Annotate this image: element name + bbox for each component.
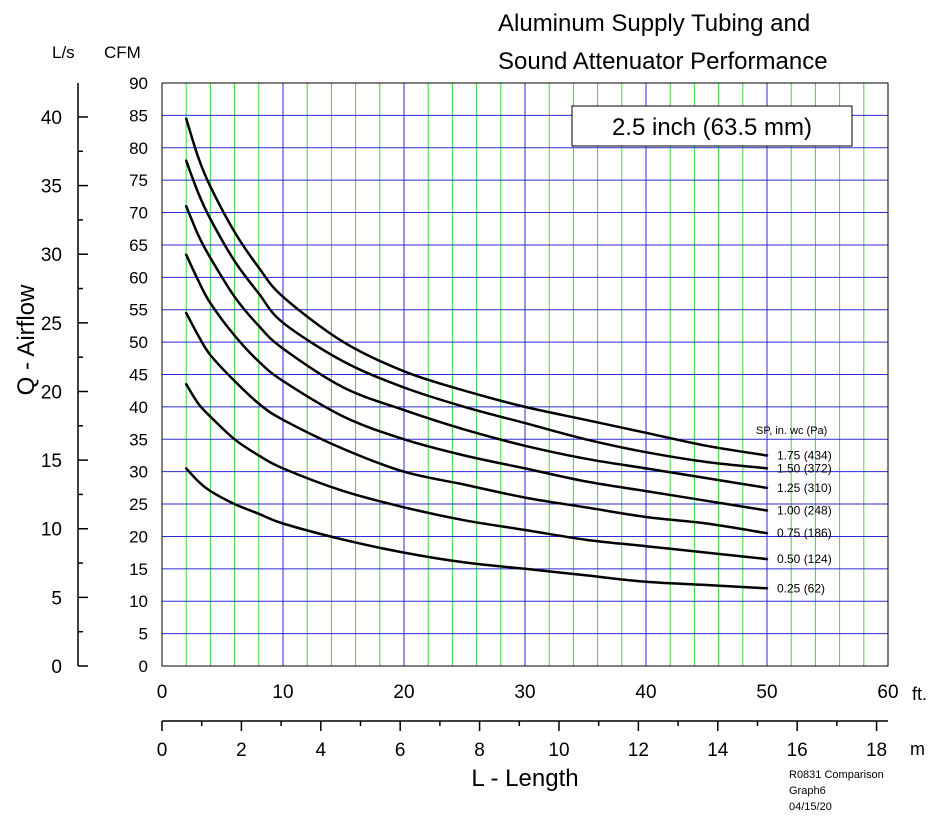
series-label: 0.50 (124): [777, 552, 832, 566]
x-axis-title: L - Length: [471, 765, 578, 792]
series-line: [184, 204, 769, 490]
series-line: [184, 159, 769, 470]
grid-lines: [162, 83, 888, 666]
y-tick-label-ls: 5: [51, 588, 62, 609]
x-tick-label-m: 8: [474, 740, 485, 761]
series-label: 1.50 (372): [777, 461, 832, 475]
y-axis-title: Q - Airflow: [13, 284, 40, 395]
x-tick-label-m: 10: [548, 740, 569, 761]
size-box: [571, 105, 853, 147]
x-tick-label-ft: 30: [514, 682, 535, 703]
curves: 1.75 (434)1.50 (372) 1.25 (310) 1.00 (248)…: [184, 117, 832, 595]
y-tick-label-cfm: 60: [129, 268, 148, 287]
size-label: 2.5 inch (63.5 mm): [612, 114, 812, 141]
y-tick-label-cfm: 5: [139, 625, 148, 644]
y-tick-label-cfm: 35: [129, 430, 148, 449]
series-line: [184, 253, 769, 512]
series-label: 0.25 (62): [777, 581, 825, 595]
footer-line-1: R0831 Comparison: [789, 769, 884, 781]
y-tick-label-ls: 30: [41, 245, 62, 266]
y-tick-label-ls: 40: [41, 108, 62, 129]
y-unit-right: CFM: [104, 43, 141, 62]
y-tick-label-cfm: 0: [139, 657, 148, 676]
x-tick-label-m: 6: [395, 740, 406, 761]
x-tick-label-ft: 40: [635, 682, 656, 703]
plot-frame: [161, 82, 889, 667]
title-line-1: Aluminum Supply Tubing and: [498, 10, 810, 37]
y-tick-label-cfm: 70: [129, 204, 148, 223]
y-tick-label-ls: 15: [41, 451, 62, 472]
x-unit-ft: ft.: [912, 684, 927, 704]
x-tick-label-ft: 50: [756, 682, 777, 703]
series-line: [184, 311, 769, 535]
x-tick-label-m: 18: [866, 740, 887, 761]
x-tick-label-ft: 20: [393, 682, 414, 703]
x-tick-label-ft: 0: [157, 682, 168, 703]
y-tick-label-cfm: 10: [129, 592, 148, 611]
y-tick-label-cfm: 65: [129, 236, 148, 255]
y-tick-label-cfm: 30: [129, 463, 148, 482]
x-tick-label-m: 0: [157, 740, 168, 761]
x-tick-label-ft: 10: [272, 682, 293, 703]
y-tick-label-cfm: 45: [129, 366, 148, 385]
y-tick-label-cfm: 40: [129, 398, 148, 417]
y-tick-label-ls: 0: [51, 657, 62, 678]
y-tick-label-cfm: 90: [129, 74, 148, 93]
title-line-2: Sound Attenuator Performance: [498, 48, 828, 75]
x-tick-label-ft: 60: [877, 682, 898, 703]
x-tick-label-m: 16: [787, 740, 808, 761]
y-unit-left: L/s: [52, 43, 75, 62]
y-tick-label-cfm: 55: [129, 301, 148, 320]
y-tick-label-cfm: 85: [129, 106, 148, 125]
series-line: [184, 117, 769, 457]
y-tick-label-cfm: 80: [129, 139, 148, 158]
legend-title: SP, in. wc (Pa): [756, 425, 827, 437]
x-unit-m: m: [910, 739, 925, 759]
x-tick-label-m: 2: [236, 740, 247, 761]
y-tick-label-ls: 25: [41, 314, 62, 335]
x-tick-label-m: 12: [628, 740, 649, 761]
y-tick-label-cfm: 75: [129, 171, 148, 190]
y-tick-label-ls: 10: [41, 520, 62, 541]
series-line: [184, 467, 769, 590]
footer-line-3: 04/15/20: [789, 801, 832, 813]
footer-line-2: Graph6: [789, 785, 826, 797]
x-tick-label-m: 14: [707, 740, 729, 761]
series-label: 0.75 (186): [777, 526, 832, 540]
y-tick-label-cfm: 20: [129, 527, 148, 546]
y-tick-label-cfm: 50: [129, 333, 148, 352]
series-label: 1.00 (248): [777, 504, 832, 518]
series-label: 1.75 (434): [777, 448, 832, 462]
y-tick-label-ls: 35: [41, 177, 62, 198]
series-line: [184, 382, 769, 561]
axes: 0510152025303540455055606570758085900510…: [41, 74, 899, 761]
y-tick-label-cfm: 15: [129, 560, 148, 579]
y-tick-label-cfm: 25: [129, 495, 148, 514]
x-tick-label-m: 4: [316, 740, 327, 761]
y-tick-label-ls: 20: [41, 382, 62, 403]
series-label: 1.25 (310): [777, 481, 832, 495]
